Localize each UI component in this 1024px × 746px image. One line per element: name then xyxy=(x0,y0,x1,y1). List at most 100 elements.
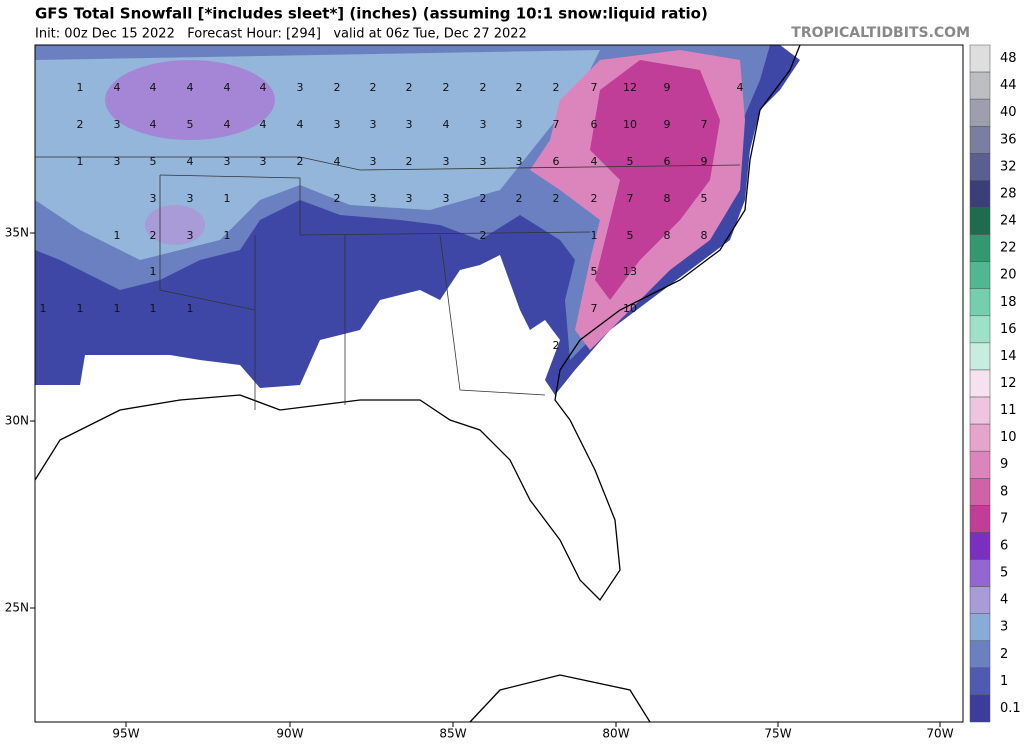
snow-label: 4 xyxy=(297,118,304,131)
snow-label: 2 xyxy=(370,81,377,94)
snow-label: 3 xyxy=(370,155,377,168)
colorbar-label: 1 xyxy=(1000,674,1008,689)
snow-label: 4 xyxy=(187,155,194,168)
colorbar-cell xyxy=(969,450,991,479)
colorbar-cell xyxy=(969,315,991,344)
colorbar-label: 20 xyxy=(1000,268,1017,283)
snow-label: 4 xyxy=(224,118,231,131)
snow-label: 7 xyxy=(591,81,598,94)
snow-label: 3 xyxy=(260,155,267,168)
snow-label: 3 xyxy=(370,192,377,205)
snow-label: 13 xyxy=(623,265,637,278)
snow-label: 2 xyxy=(334,81,341,94)
state-line xyxy=(159,174,591,236)
colorbar-cell xyxy=(969,71,991,100)
map xyxy=(34,44,963,723)
colorbar-cell xyxy=(969,207,991,235)
snow-label: 2 xyxy=(553,81,560,94)
colorbar-cell xyxy=(969,640,991,669)
colorbar-label: 40 xyxy=(1000,105,1017,120)
lon-label: 70W xyxy=(926,727,953,741)
snow-label: 1 xyxy=(150,265,157,278)
snow-label: 2 xyxy=(334,192,341,205)
colorbar-cell xyxy=(969,261,991,289)
colorbar-label: 18 xyxy=(1000,295,1017,310)
snow-label: 3 xyxy=(443,155,450,168)
snow-label: 3 xyxy=(150,192,157,205)
snow-label: 1 xyxy=(40,302,47,315)
colorbar-label: 2 xyxy=(1000,647,1008,662)
colorbar-label: 6 xyxy=(1000,538,1008,553)
snow-label: 9 xyxy=(664,118,671,131)
colorbar-cell xyxy=(969,234,991,262)
state-lines xyxy=(35,156,741,410)
snow-label: 9 xyxy=(701,155,708,168)
title: GFS Total Snowfall [*includes sleet*] (i… xyxy=(35,5,708,23)
snow-label: 5 xyxy=(187,118,194,131)
snow-label: 3 xyxy=(516,155,523,168)
snow-label: 1 xyxy=(224,192,231,205)
snow-label: 3 xyxy=(406,118,413,131)
snow-label: 5 xyxy=(150,155,157,168)
snow-label: 3 xyxy=(370,118,377,131)
snow-label: 3 xyxy=(480,155,487,168)
snow-label: 2 xyxy=(480,229,487,242)
colorbar-cell xyxy=(969,180,991,208)
snow-label: 3 xyxy=(443,192,450,205)
snow-label: 4 xyxy=(334,155,341,168)
colorbar-label: 14 xyxy=(1000,349,1017,364)
lat-label: 35N xyxy=(5,226,29,240)
snow-label: 8 xyxy=(701,229,708,242)
map-frame xyxy=(34,44,964,723)
snow-label: 1 xyxy=(224,229,231,242)
snow-label: 4 xyxy=(737,81,744,94)
snow-label: 1 xyxy=(150,302,157,315)
snow-label: 8 xyxy=(664,229,671,242)
snow-label: 4 xyxy=(187,81,194,94)
snow-label: 1 xyxy=(114,302,121,315)
snow-label: 8 xyxy=(664,192,671,205)
state-line xyxy=(159,175,256,311)
lon-label: 95W xyxy=(112,727,139,741)
colorbar-cell xyxy=(969,153,991,181)
colorbar-cell xyxy=(969,532,991,560)
snow-label: 1 xyxy=(77,81,84,94)
snow-label: 4 xyxy=(260,118,267,131)
colorbar-cell xyxy=(969,342,991,371)
snow-label: 4 xyxy=(591,155,598,168)
lon-label: 80W xyxy=(602,727,629,741)
colorbar-label: 28 xyxy=(1000,186,1017,201)
snow-label: 1 xyxy=(591,229,598,242)
snow-label: 2 xyxy=(150,229,157,242)
snow-label: 7 xyxy=(627,192,634,205)
snow-label: 10 xyxy=(623,118,637,131)
colorbar-cell xyxy=(969,396,991,425)
cuba-coast xyxy=(469,674,651,723)
colorbar-cell xyxy=(969,98,991,127)
lat-label: 25N xyxy=(5,601,29,615)
colorbar-label: 48 xyxy=(1000,51,1017,66)
snow-label: 2 xyxy=(406,155,413,168)
site: TROPICALTIDBITS.COM xyxy=(791,25,970,41)
snow-label: 2 xyxy=(516,192,523,205)
snow-label: 4 xyxy=(443,118,450,131)
snow-label: 3 xyxy=(334,118,341,131)
colorbar-label: 44 xyxy=(1000,78,1017,93)
colorbar-label: 8 xyxy=(1000,484,1008,499)
colorbar-cell xyxy=(969,423,991,452)
snow-label: 1 xyxy=(77,302,84,315)
snow-label: 4 xyxy=(260,81,267,94)
snow-label: 4 xyxy=(114,81,121,94)
snow-deep-pink xyxy=(590,60,720,300)
colorbar-label: 36 xyxy=(1000,132,1017,147)
snow-label: 2 xyxy=(553,192,560,205)
snow-label: 4 xyxy=(150,118,157,131)
colorbar-label: 24 xyxy=(1000,214,1017,229)
snow-label: 7 xyxy=(701,118,708,131)
snow-label: 7 xyxy=(591,302,598,315)
colorbar-cell xyxy=(969,559,991,587)
colorbar-cell xyxy=(969,505,991,533)
snow-label: 12 xyxy=(623,81,637,94)
snow-label: 2 xyxy=(553,339,560,352)
colorbar-label: 10 xyxy=(1000,430,1017,445)
